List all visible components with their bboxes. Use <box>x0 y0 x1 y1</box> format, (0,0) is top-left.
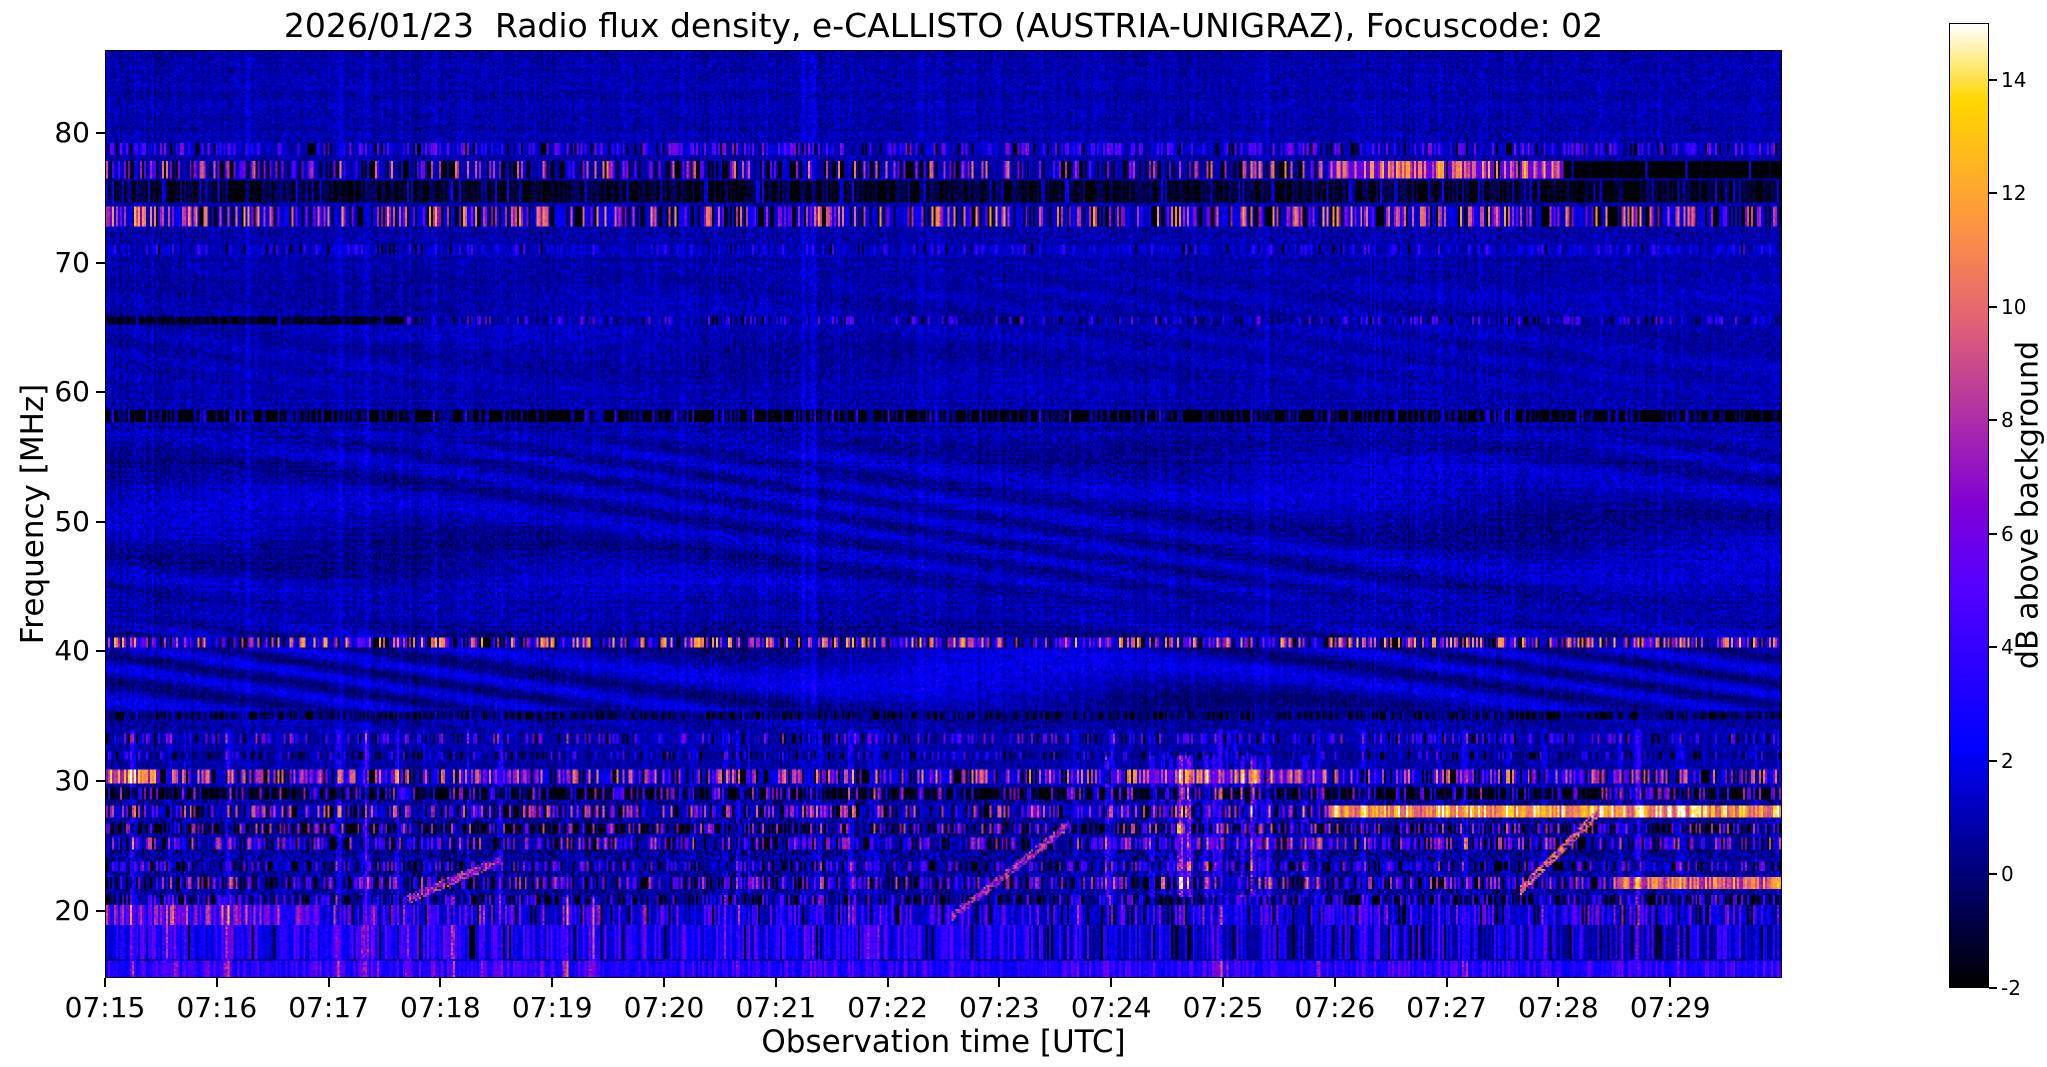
x-tick-label: 07:25 <box>1182 991 1264 1024</box>
x-tick-label: 07:20 <box>623 991 705 1024</box>
colorbar-tick-label: 12 <box>2001 181 2027 206</box>
x-tick-mark <box>1445 978 1448 987</box>
x-tick-mark <box>1557 978 1560 987</box>
x-tick-label: 07:29 <box>1629 991 1711 1024</box>
colorbar-tick-mark <box>1989 192 1997 195</box>
x-tick-label: 07:18 <box>400 991 481 1024</box>
x-tick-label: 07:26 <box>1294 991 1376 1024</box>
y-axis-label: Frequency [MHz] <box>15 383 51 645</box>
colorbar-tick-mark <box>1989 419 1997 422</box>
x-tick-mark <box>104 978 106 987</box>
colorbar-tick-mark <box>1989 646 1997 649</box>
x-tick-mark <box>1110 978 1113 987</box>
colorbar-tick-mark <box>1989 305 1997 308</box>
y-tick-mark <box>96 131 105 134</box>
y-tick-label: 30 <box>54 763 90 797</box>
x-tick-label: 07:23 <box>959 991 1040 1024</box>
plot-area <box>105 50 1782 978</box>
y-tick-label: 70 <box>54 245 90 279</box>
colorbar-tick-label: 0 <box>2001 862 2014 887</box>
y-tick-label: 20 <box>54 893 90 927</box>
x-tick-mark <box>1669 978 1672 987</box>
colorbar-tick-label: 10 <box>2001 294 2027 319</box>
x-tick-label: 07:15 <box>64 991 146 1024</box>
y-tick-mark <box>96 391 105 394</box>
x-tick-label: 07:22 <box>847 991 928 1024</box>
x-tick-label: 07:28 <box>1518 991 1599 1024</box>
y-tick-mark <box>96 650 105 653</box>
colorbar-tick-mark <box>1989 78 1997 81</box>
x-tick-mark <box>215 978 218 987</box>
colorbar-tick-mark <box>1989 759 1997 762</box>
colorbar-tick-mark <box>1989 873 1997 876</box>
y-tick-label: 80 <box>54 115 90 149</box>
y-tick-mark <box>96 261 105 264</box>
colorbar-label: dB above background <box>2010 340 2046 670</box>
spectrogram-canvas <box>106 51 1781 977</box>
x-tick-label: 07:21 <box>735 991 817 1024</box>
x-tick-mark <box>886 978 889 987</box>
x-tick-label: 07:17 <box>288 991 369 1024</box>
x-tick-mark <box>551 978 554 987</box>
colorbar-tick-label: -2 <box>2001 976 2021 1000</box>
x-tick-label: 07:19 <box>511 991 593 1024</box>
x-tick-mark <box>327 978 330 987</box>
y-tick-mark <box>96 779 105 782</box>
colorbar <box>1949 23 1989 988</box>
x-tick-label: 07:16 <box>176 991 258 1024</box>
x-tick-mark <box>998 978 1001 987</box>
chart-title: 2026/01/23 Radio flux density, e-CALLIST… <box>283 6 1604 45</box>
colorbar-tick-label: 2 <box>2001 748 2014 773</box>
colorbar-tick-mark <box>1989 532 1997 535</box>
x-tick-label: 07:27 <box>1406 991 1487 1024</box>
colorbar-tick-mark <box>1989 987 1997 989</box>
x-tick-mark <box>774 978 777 987</box>
colorbar-gradient <box>1950 24 1988 987</box>
x-tick-label: 07:24 <box>1070 991 1152 1024</box>
colorbar-tick-label: 14 <box>2001 67 2027 92</box>
y-tick-mark <box>96 520 105 523</box>
x-axis-label: Observation time [UTC] <box>761 1024 1126 1060</box>
x-tick-mark <box>663 978 665 987</box>
x-tick-mark <box>1333 978 1336 987</box>
x-tick-mark <box>1222 978 1224 987</box>
x-tick-mark <box>439 978 442 987</box>
y-tick-mark <box>96 909 105 912</box>
